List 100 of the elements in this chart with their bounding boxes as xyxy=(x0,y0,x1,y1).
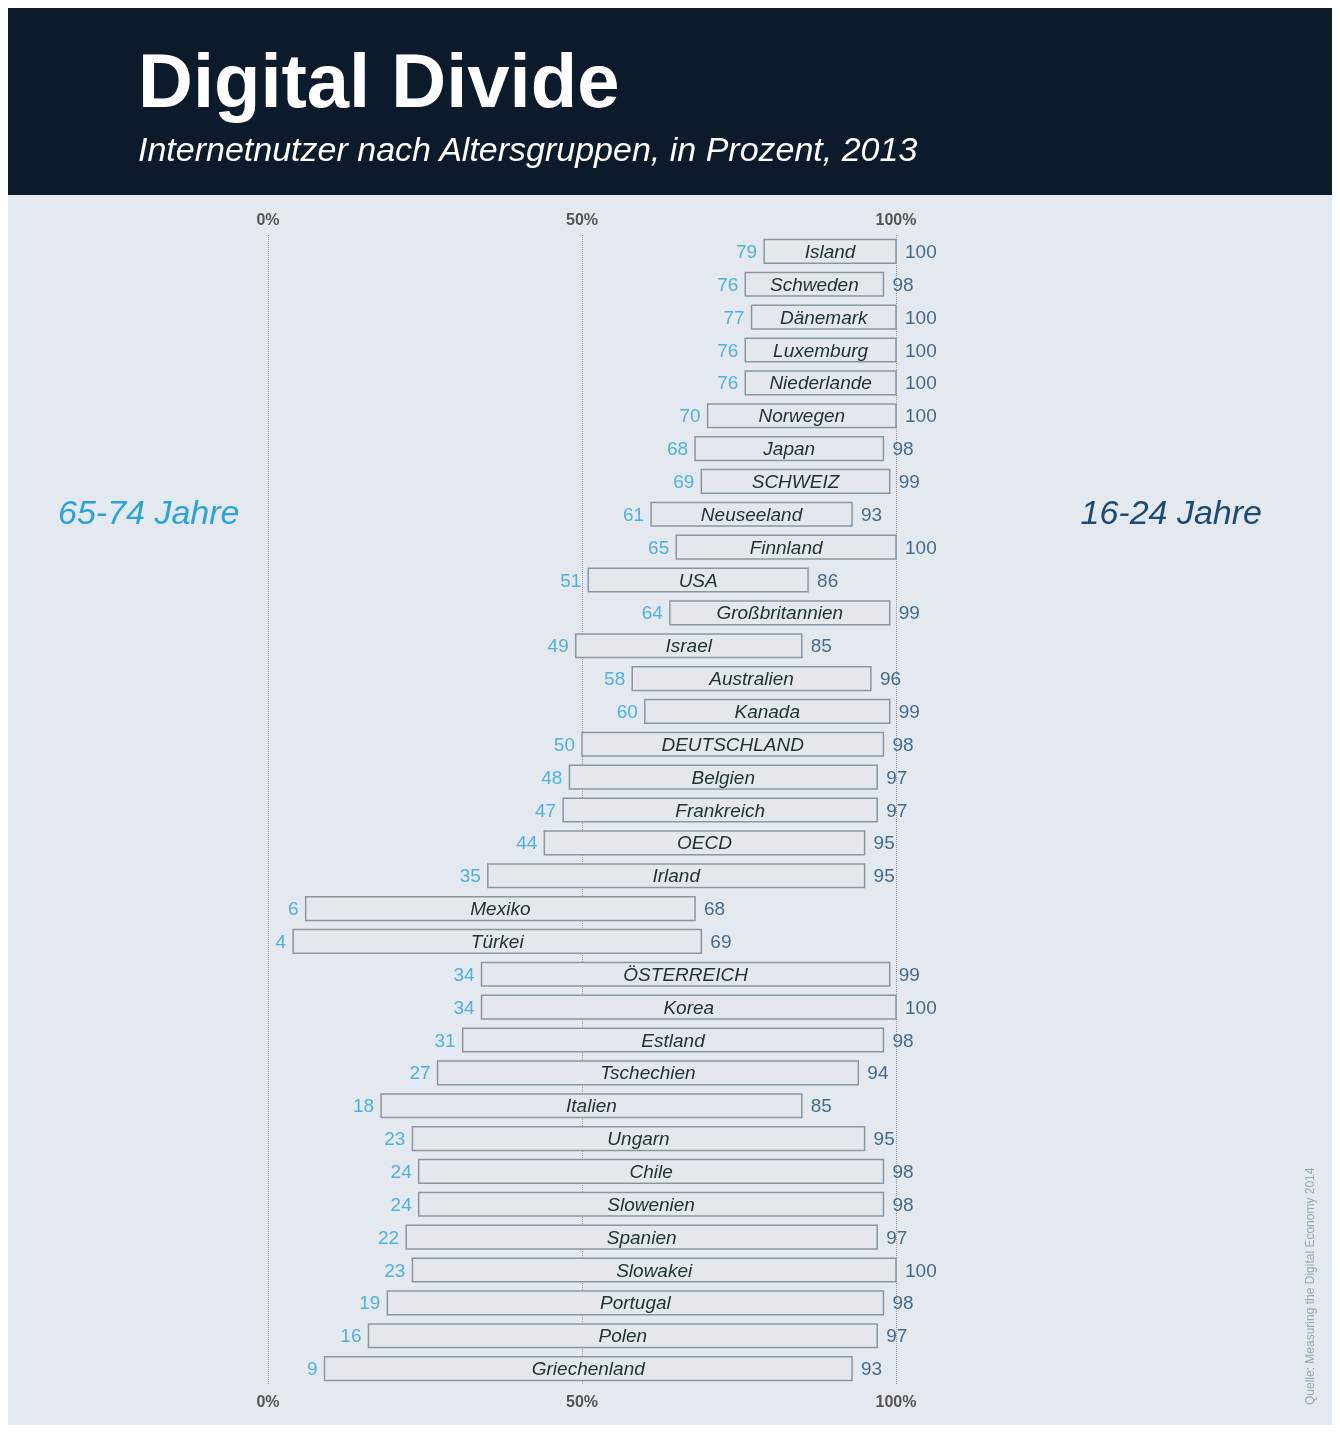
annotation: 98 xyxy=(892,733,914,755)
y-tick-label: Irland xyxy=(652,865,702,887)
annotation: 4 xyxy=(275,930,287,952)
annotation: 97 xyxy=(886,1325,908,1347)
text: 16-24 Jahre xyxy=(1080,493,1263,531)
annotation: 98 xyxy=(892,438,914,460)
annotation: 86 xyxy=(817,569,839,591)
annotation: 98 xyxy=(892,1193,914,1215)
annotation: 16 xyxy=(340,1325,362,1347)
annotation: 97 xyxy=(886,799,908,821)
annotation: 95 xyxy=(873,1128,895,1150)
annotation: 49 xyxy=(547,635,569,657)
annotation: 97 xyxy=(886,1226,908,1248)
annotation: 100 xyxy=(905,1259,937,1281)
bar xyxy=(568,764,878,790)
annotation: 76 xyxy=(717,273,739,295)
bar xyxy=(411,1257,897,1283)
annotation: 70 xyxy=(679,405,701,427)
bar xyxy=(436,1060,860,1086)
bar xyxy=(587,567,809,593)
y-tick-label: Schweden xyxy=(769,273,859,295)
bar xyxy=(461,1027,885,1053)
annotation: 64 xyxy=(641,602,664,624)
y-tick-label: Spanien xyxy=(606,1226,677,1248)
y-tick-label: ÖSTERREICH xyxy=(623,963,749,985)
text: 65-74 Jahre xyxy=(58,493,240,531)
y-tick-label: Israel xyxy=(665,635,713,657)
y-tick-label: Slowakei xyxy=(616,1259,694,1281)
bar xyxy=(367,1323,878,1349)
annotation: 69 xyxy=(710,930,732,952)
y-tick-label: Polen xyxy=(598,1325,648,1347)
y-tick-label: Luxemburg xyxy=(773,339,869,361)
bar xyxy=(574,633,803,659)
y-tick-label: SCHWEIZ xyxy=(751,470,841,492)
annotation: 47 xyxy=(535,799,557,821)
annotation: 76 xyxy=(717,339,739,361)
annotation: 68 xyxy=(704,898,726,920)
annotation: 19 xyxy=(359,1292,381,1314)
annotation: 100 xyxy=(905,240,937,262)
y-tick-label: Slowenien xyxy=(607,1193,695,1215)
y-tick-label: Island xyxy=(804,240,857,262)
annotation: 79 xyxy=(735,240,758,262)
annotation: 99 xyxy=(898,602,920,624)
annotation: 34 xyxy=(453,963,475,985)
y-tick-label: Ungarn xyxy=(607,1128,670,1150)
annotation: 100 xyxy=(905,339,937,361)
y-tick-label: Großbritannien xyxy=(716,602,844,624)
y-tick-label: Niederlande xyxy=(769,372,872,394)
bar xyxy=(675,534,897,560)
y-tick-label: Japan xyxy=(762,438,816,460)
y-tick-label: Türkei xyxy=(470,930,525,952)
annotation: 27 xyxy=(409,1062,431,1084)
annotation: 22 xyxy=(378,1226,400,1248)
annotation: 48 xyxy=(541,766,563,788)
annotation: 9 xyxy=(306,1358,318,1380)
y-tick-label: Chile xyxy=(629,1160,673,1182)
y-tick-label: Korea xyxy=(663,996,715,1018)
annotation: 99 xyxy=(898,700,920,722)
annotation: 100 xyxy=(905,306,937,328)
annotation: 51 xyxy=(560,569,582,591)
chart-title: Digital Divide xyxy=(138,38,621,124)
source-note: Quelle: Measuring the Digital Economy 2014 xyxy=(1303,1167,1317,1405)
y-tick-label: Kanada xyxy=(734,700,801,722)
annotation: 34 xyxy=(453,996,475,1018)
y-tick-label: Estland xyxy=(641,1029,707,1051)
annotation: 98 xyxy=(892,1160,914,1182)
annotation: 76 xyxy=(717,372,739,394)
annotation: 98 xyxy=(892,273,914,295)
annotation: 94 xyxy=(867,1062,889,1084)
bar xyxy=(323,1355,853,1382)
annotation: 99 xyxy=(898,963,920,985)
bar xyxy=(480,961,891,987)
y-tick-label: USA xyxy=(678,569,718,591)
bar xyxy=(304,895,696,922)
bar xyxy=(405,1224,878,1250)
annotation: 58 xyxy=(604,668,626,690)
annotation: 35 xyxy=(459,865,481,887)
annotation: 95 xyxy=(873,832,895,854)
x-tick-label: 0% xyxy=(256,210,280,228)
y-tick-label: Tschechien xyxy=(600,1062,696,1084)
annotation: 100 xyxy=(905,372,937,394)
annotation: 77 xyxy=(723,306,745,328)
annotation: 85 xyxy=(810,635,832,657)
y-tick-label: OECD xyxy=(677,832,733,854)
y-tick-label: Neuseeland xyxy=(700,503,804,525)
annotation: 93 xyxy=(861,1358,883,1380)
annotation: 65 xyxy=(648,536,670,558)
y-tick-label: Frankreich xyxy=(675,799,766,821)
annotation: 96 xyxy=(879,668,902,690)
y-tick-label: Portugal xyxy=(599,1292,672,1314)
x-tick-label: 50% xyxy=(565,210,599,228)
annotation: 24 xyxy=(390,1160,413,1182)
annotation: 100 xyxy=(905,536,937,558)
annotation: 18 xyxy=(352,1095,375,1117)
annotation: 60 xyxy=(616,700,638,722)
bar xyxy=(562,797,878,823)
annotation: 95 xyxy=(873,865,895,887)
bar xyxy=(644,698,891,725)
annotation: 23 xyxy=(384,1259,406,1281)
y-tick-label: Australien xyxy=(708,668,794,690)
